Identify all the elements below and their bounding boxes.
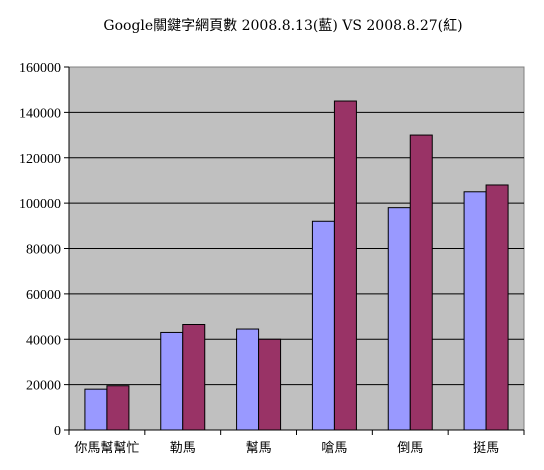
bar-series-1-1 [84,388,108,431]
bars [84,100,509,431]
y-tick-label: 40000 [26,333,61,348]
y-tick-label: 60000 [26,288,61,303]
x-tick-label: 倒馬 [397,441,423,456]
chart-title: Google關鍵字網頁數 2008.8.13(藍) VS 2008.8.27(紅… [103,18,462,34]
x-tick-label: 嗆馬 [321,440,347,456]
y-tick-label: 160000 [19,61,61,76]
gridlines [69,111,524,386]
y-tick-label: 0 [54,424,61,439]
y-tick-label: 120000 [19,152,61,167]
x-tick-label: 挺馬 [473,441,499,456]
x-axis-ticks: 你馬幫幫忙 勒馬 幫馬 嗆馬 倒馬 挺馬 [68,430,525,456]
bar-series-1-4 [311,220,335,431]
x-tick-label: 勒馬 [170,441,196,456]
y-tick-label: 80000 [26,243,61,258]
y-tick-label: 20000 [26,379,61,394]
bar-series-2-5 [409,134,433,431]
bar-series-1-3 [236,328,260,431]
bar-series-2-1 [106,385,130,431]
bar-series-2-2 [182,324,206,431]
bar-series-1-5 [387,207,411,431]
y-tick-label: 100000 [19,197,61,212]
bar-series-2-6 [485,184,509,431]
bar-series-1-2 [160,331,184,431]
y-axis-ticks: 0 20000 40000 60000 80000 100000 120000 140000 1… [19,61,69,439]
bar-series-1-6 [463,191,487,431]
bar-series-2-3 [258,338,282,431]
bar-series-2-4 [333,100,357,431]
x-tick-label: 幫馬 [246,440,272,456]
x-tick-label: 你馬幫幫忙 [74,440,139,456]
y-tick-label: 140000 [19,106,61,121]
